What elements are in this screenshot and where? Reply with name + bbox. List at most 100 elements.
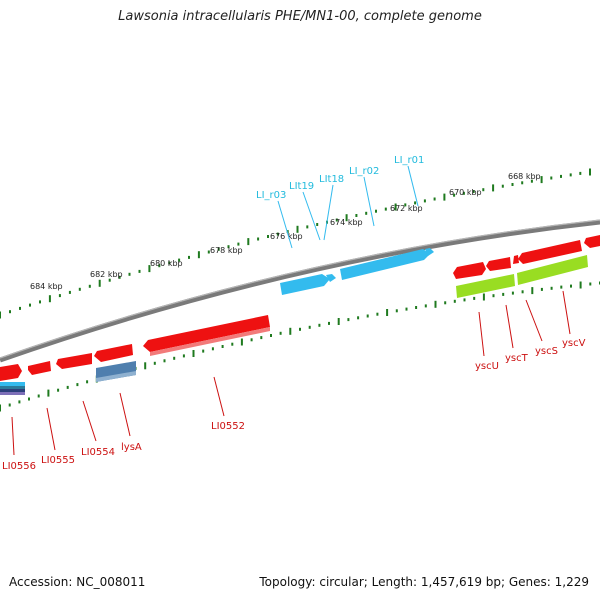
leader-LI0552 [213,376,225,417]
inner-tick [560,285,563,289]
outer-tick [335,218,338,222]
gene-yscV [518,240,582,264]
lime-gene-track [456,255,588,298]
leader-LI_r03 [277,200,293,249]
inner-tick [531,287,534,295]
inner-tick [28,397,30,401]
outer-tick [521,181,524,185]
tick-label-670: 670 kbp [449,188,482,197]
leader-lysA [119,392,131,437]
tick-label-674: 674 kbp [330,218,363,227]
outer-tick [217,247,220,251]
inner-tick [318,323,321,327]
tick-label-676: 676 kbp [270,232,303,241]
outer-tick [345,214,348,222]
gene-LI0555 [28,361,51,375]
outer-tick [569,173,572,177]
outer-tick [365,211,368,215]
inner-tick [337,318,340,325]
outer-tick [257,237,260,241]
gene-yscU [453,262,486,279]
leader-LIt19 [302,191,321,241]
inner-tick [221,345,224,348]
accession-text: Accession: NC_008011 [9,575,146,589]
leader-LI0554 [82,400,97,442]
outer-tick [316,223,319,226]
gene-LI0552 [143,315,270,352]
inner-tick [173,356,176,360]
label-yscU: yscU [475,361,499,372]
outer-tick [276,232,279,236]
inner-tick [289,327,292,335]
inner-tick [463,298,466,302]
outer-tick [128,272,131,276]
inner-tick [250,338,253,342]
outer-tick [492,184,495,192]
left-edge-features [0,382,25,395]
inner-tick [66,385,69,389]
outer-tick [414,201,417,205]
inner-tick [231,342,234,346]
outer-tick [98,279,101,287]
outer-tick [589,168,591,176]
outer-tick [58,294,61,298]
outer-tick [384,207,387,211]
topology-text: Topology: circular; Length: 1,457,619 bp… [259,575,589,589]
red-leader-lines [11,290,571,456]
outer-tick [178,258,181,262]
leader-LI_r01 [407,165,419,207]
cyan-gene-track [280,248,434,295]
outer-tick [394,203,397,211]
inner-tick [192,350,195,357]
inner-tick [76,383,79,387]
inner-tick [202,349,205,353]
inner-tick [57,388,60,392]
inner-tick [279,331,282,335]
outer-tick [138,269,141,273]
outer-tick [188,255,190,259]
inner-tick [473,296,476,300]
outer-tick [375,209,377,213]
outer-tick [68,290,71,294]
inner-tick [37,394,40,398]
inner-tick-track [0,281,600,412]
inner-tick [299,327,301,331]
outer-tick [433,197,436,201]
label-yscS: yscS [535,346,558,357]
label-yscT: yscT [505,353,529,364]
leader-LI0556 [11,416,15,456]
outer-tick [148,265,151,273]
inner-tick [347,318,350,322]
tick-label-668: 668 kbp [508,172,541,181]
label-LI_r02: LI_r02 [349,166,379,177]
outer-tick-track [0,168,591,319]
label-LI0552: LI0552 [211,421,245,432]
inner-tick [502,292,505,296]
outer-tick [462,191,465,195]
inner-tick [550,286,553,290]
inner-tick [153,361,156,365]
inner-tick [47,389,50,397]
outer-tick [443,193,446,201]
inner-tick [328,321,330,325]
inner-tick [357,316,360,320]
leader-LI0555 [46,407,56,451]
leader-yscT [505,304,514,349]
gene-right-edge [584,235,600,248]
outer-tick [296,225,299,233]
outer-tick [267,235,269,238]
feature-cyan-left [0,382,25,386]
gene-lysA-shadow [96,371,136,382]
inner-tick [376,312,379,316]
genome-backbone [0,219,600,363]
feature-navy-left [0,389,25,392]
outer-tick [453,193,456,197]
inner-tick [18,400,21,404]
inner-tick [415,306,418,309]
gene-yscT [486,257,511,271]
gene-lime-1 [456,274,515,298]
inner-tick [453,299,456,303]
inner-tick [492,294,495,298]
outer-tick [511,183,514,186]
